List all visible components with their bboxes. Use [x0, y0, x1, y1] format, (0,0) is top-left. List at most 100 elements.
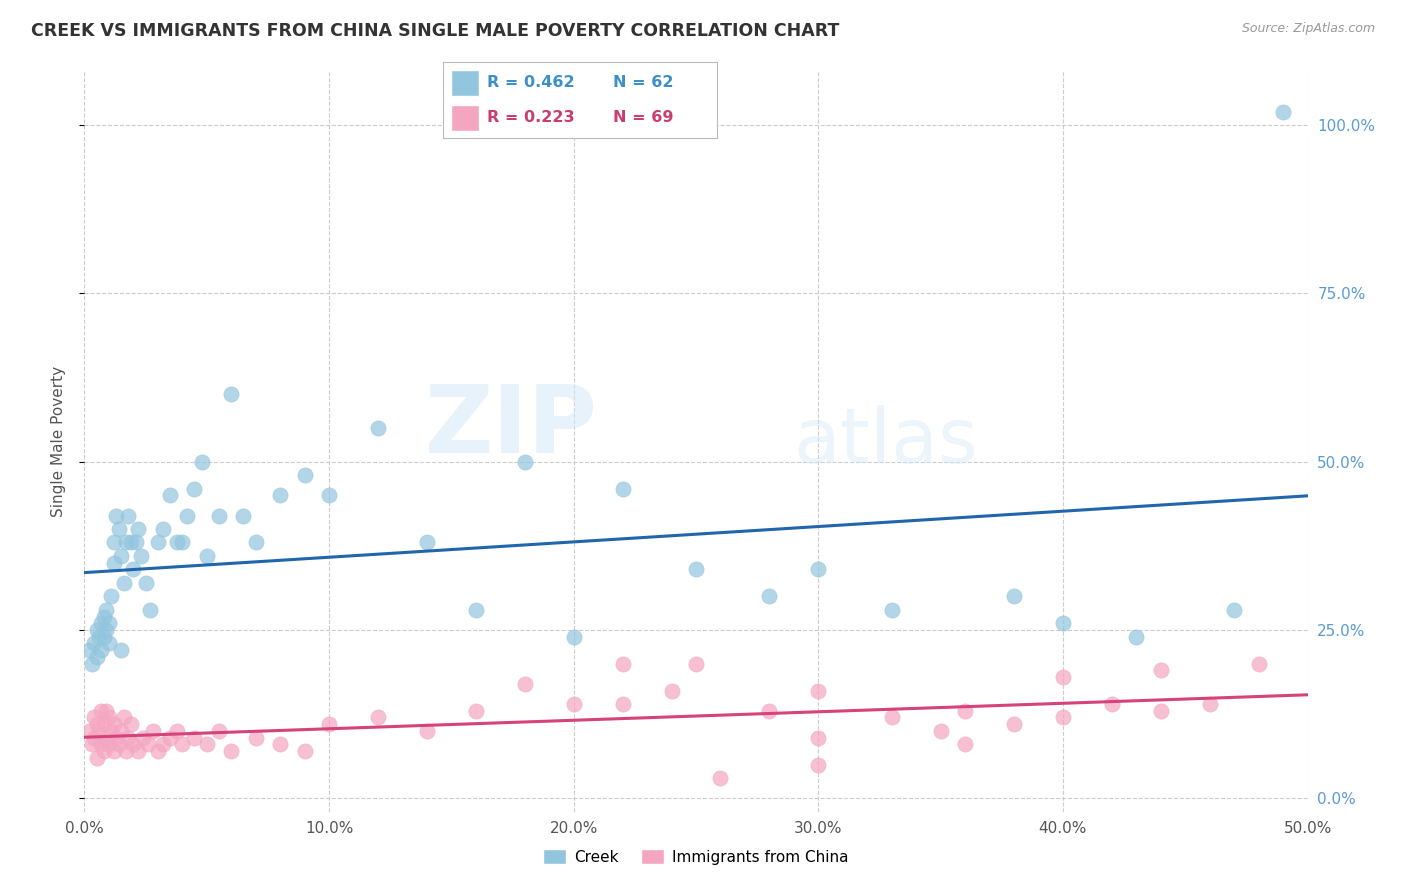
Point [86, 717, 108, 731]
Point [807, 731, 830, 745]
Point [96, 603, 118, 617]
Point [709, 771, 731, 785]
Point [513, 455, 536, 469]
Point [953, 704, 976, 718]
Point [1052, 670, 1074, 684]
Point [87, 630, 110, 644]
Point [1052, 710, 1074, 724]
Point [183, 482, 205, 496]
Point [127, 522, 149, 536]
Point [110, 643, 132, 657]
Point [90, 704, 112, 718]
Point [612, 482, 634, 496]
Point [208, 723, 231, 738]
Point [117, 508, 139, 523]
Point [318, 488, 340, 502]
Point [103, 556, 125, 570]
Point [97, 738, 120, 752]
Point [93, 717, 115, 731]
Point [166, 535, 188, 549]
Point [110, 549, 132, 563]
Point [176, 508, 198, 523]
Point [172, 535, 194, 549]
Point [929, 723, 952, 738]
Point [77, 643, 100, 657]
Point [953, 738, 976, 752]
Point [90, 616, 112, 631]
Point [195, 549, 218, 563]
Point [96, 704, 118, 718]
Point [135, 575, 157, 590]
Point [86, 751, 108, 765]
Y-axis label: Single Male Poverty: Single Male Poverty [51, 366, 66, 517]
Point [93, 630, 115, 644]
Point [880, 710, 903, 724]
Point [112, 575, 135, 590]
Point [166, 723, 188, 738]
Point [103, 535, 125, 549]
Point [195, 738, 218, 752]
Point [112, 710, 135, 724]
Point [105, 731, 128, 745]
Point [1101, 697, 1123, 711]
Point [1125, 630, 1147, 644]
Point [80, 657, 103, 671]
Point [146, 744, 169, 758]
Point [245, 535, 267, 549]
Point [107, 522, 129, 536]
Point [245, 731, 267, 745]
Point [97, 710, 120, 724]
Point [172, 738, 194, 752]
Point [100, 723, 122, 738]
Point [110, 723, 132, 738]
Point [1247, 657, 1270, 671]
Point [152, 738, 174, 752]
Point [807, 757, 830, 772]
Point [183, 731, 205, 745]
Point [367, 421, 389, 435]
Point [159, 731, 181, 745]
Point [83, 731, 105, 745]
Point [562, 697, 585, 711]
Point [219, 744, 242, 758]
Point [1150, 664, 1173, 678]
Point [87, 723, 110, 738]
Text: atlas: atlas [794, 405, 979, 478]
Point [86, 623, 108, 637]
Point [159, 488, 181, 502]
Point [416, 535, 439, 549]
Point [115, 535, 138, 549]
Point [83, 710, 105, 724]
Point [880, 603, 903, 617]
Point [1223, 603, 1246, 617]
Point [661, 683, 683, 698]
Point [367, 710, 389, 724]
Text: Source: ZipAtlas.com: Source: ZipAtlas.com [1241, 22, 1375, 36]
Text: ZIP: ZIP [425, 381, 598, 473]
Point [294, 468, 316, 483]
Legend: Creek, Immigrants from China: Creek, Immigrants from China [537, 843, 855, 871]
Point [97, 636, 120, 650]
Text: N = 69: N = 69 [613, 110, 673, 125]
Text: N = 62: N = 62 [613, 76, 673, 90]
Point [115, 744, 138, 758]
Point [1150, 704, 1173, 718]
FancyBboxPatch shape [451, 70, 478, 95]
Point [416, 723, 439, 738]
Point [90, 643, 112, 657]
Point [152, 522, 174, 536]
Point [120, 535, 142, 549]
Point [77, 723, 100, 738]
FancyBboxPatch shape [451, 105, 478, 130]
Point [97, 616, 120, 631]
Point [136, 738, 159, 752]
Point [269, 488, 291, 502]
Point [685, 562, 707, 576]
Point [1002, 590, 1025, 604]
Point [685, 657, 707, 671]
Point [191, 455, 214, 469]
Point [103, 744, 125, 758]
Point [139, 603, 162, 617]
Point [1272, 104, 1295, 119]
Point [96, 731, 118, 745]
